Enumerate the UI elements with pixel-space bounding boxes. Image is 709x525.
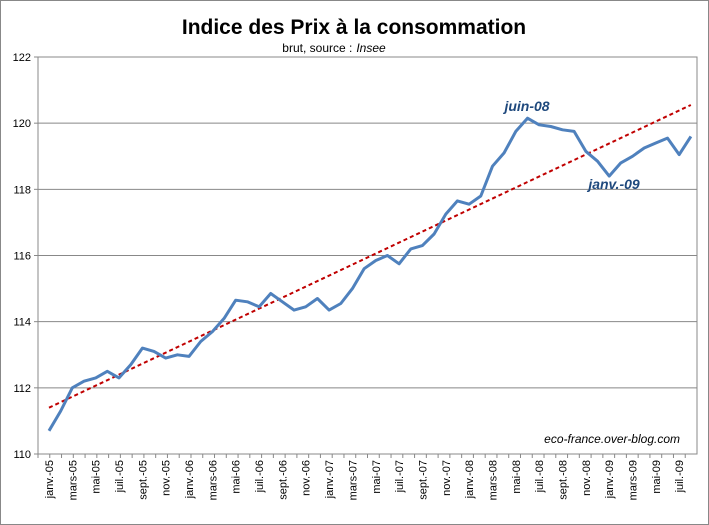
- x-tick-label: mai-07: [371, 460, 383, 494]
- source-text: Insee: [356, 41, 386, 55]
- x-tick-label: mars-08: [487, 460, 499, 500]
- x-tick-label: mai-06: [231, 460, 243, 494]
- annotation: janv.-09: [586, 176, 640, 192]
- y-tick-label: 118: [13, 184, 31, 196]
- y-tick-label: 110: [13, 449, 31, 461]
- x-tick-label: mars-09: [628, 460, 640, 500]
- x-tick-label: janv.-09: [604, 460, 616, 499]
- x-tick-label: nov.-05: [161, 460, 173, 496]
- x-tick-label: janv.-05: [44, 460, 56, 499]
- x-tick-label: janv.-08: [464, 460, 476, 499]
- y-tick-label: 114: [13, 317, 31, 329]
- watermark: eco-france.over-blog.com: [544, 432, 680, 446]
- x-tick-label: sept.-06: [277, 460, 289, 500]
- x-tick-label: juil.-06: [254, 460, 266, 493]
- x-tick-label: nov.-07: [441, 460, 453, 496]
- x-tick-label: mars-05: [67, 460, 79, 500]
- x-tick-label: juil.-05: [114, 460, 126, 493]
- subtitle-text: brut, source :: [282, 41, 352, 55]
- chart-title: Indice des Prix à la consommation: [182, 16, 526, 39]
- y-tick-label: 116: [13, 251, 31, 263]
- x-tick-label: sept.-05: [137, 460, 149, 500]
- x-tick-label: sept.-07: [417, 460, 429, 500]
- x-tick-label: sept.-08: [557, 460, 569, 500]
- x-tick-label: mai-09: [651, 460, 663, 494]
- x-tick-label: juil.-08: [534, 460, 546, 493]
- chart-subtitle: brut, source : Insee: [282, 41, 386, 55]
- y-tick-label: 112: [13, 383, 31, 395]
- x-tick-label: mars-07: [347, 460, 359, 500]
- x-tick-label: janv.-06: [184, 460, 196, 499]
- x-tick-label: mars-06: [207, 460, 219, 500]
- annotation: juin-08: [502, 98, 549, 114]
- x-tick-label: mai-05: [91, 460, 103, 494]
- y-tick-label: 120: [13, 118, 31, 130]
- data-line: [47, 116, 693, 432]
- x-tick-label: janv.-07: [324, 460, 336, 499]
- trend-line: [48, 104, 692, 409]
- x-tick-label: mai-08: [511, 460, 523, 494]
- x-tick-label: nov.-08: [581, 460, 593, 496]
- x-tick-label: juil.-07: [394, 460, 406, 493]
- x-tick-label: nov.-06: [301, 460, 313, 496]
- y-tick-label: 122: [13, 52, 31, 64]
- x-tick-label: juil.-09: [674, 460, 686, 493]
